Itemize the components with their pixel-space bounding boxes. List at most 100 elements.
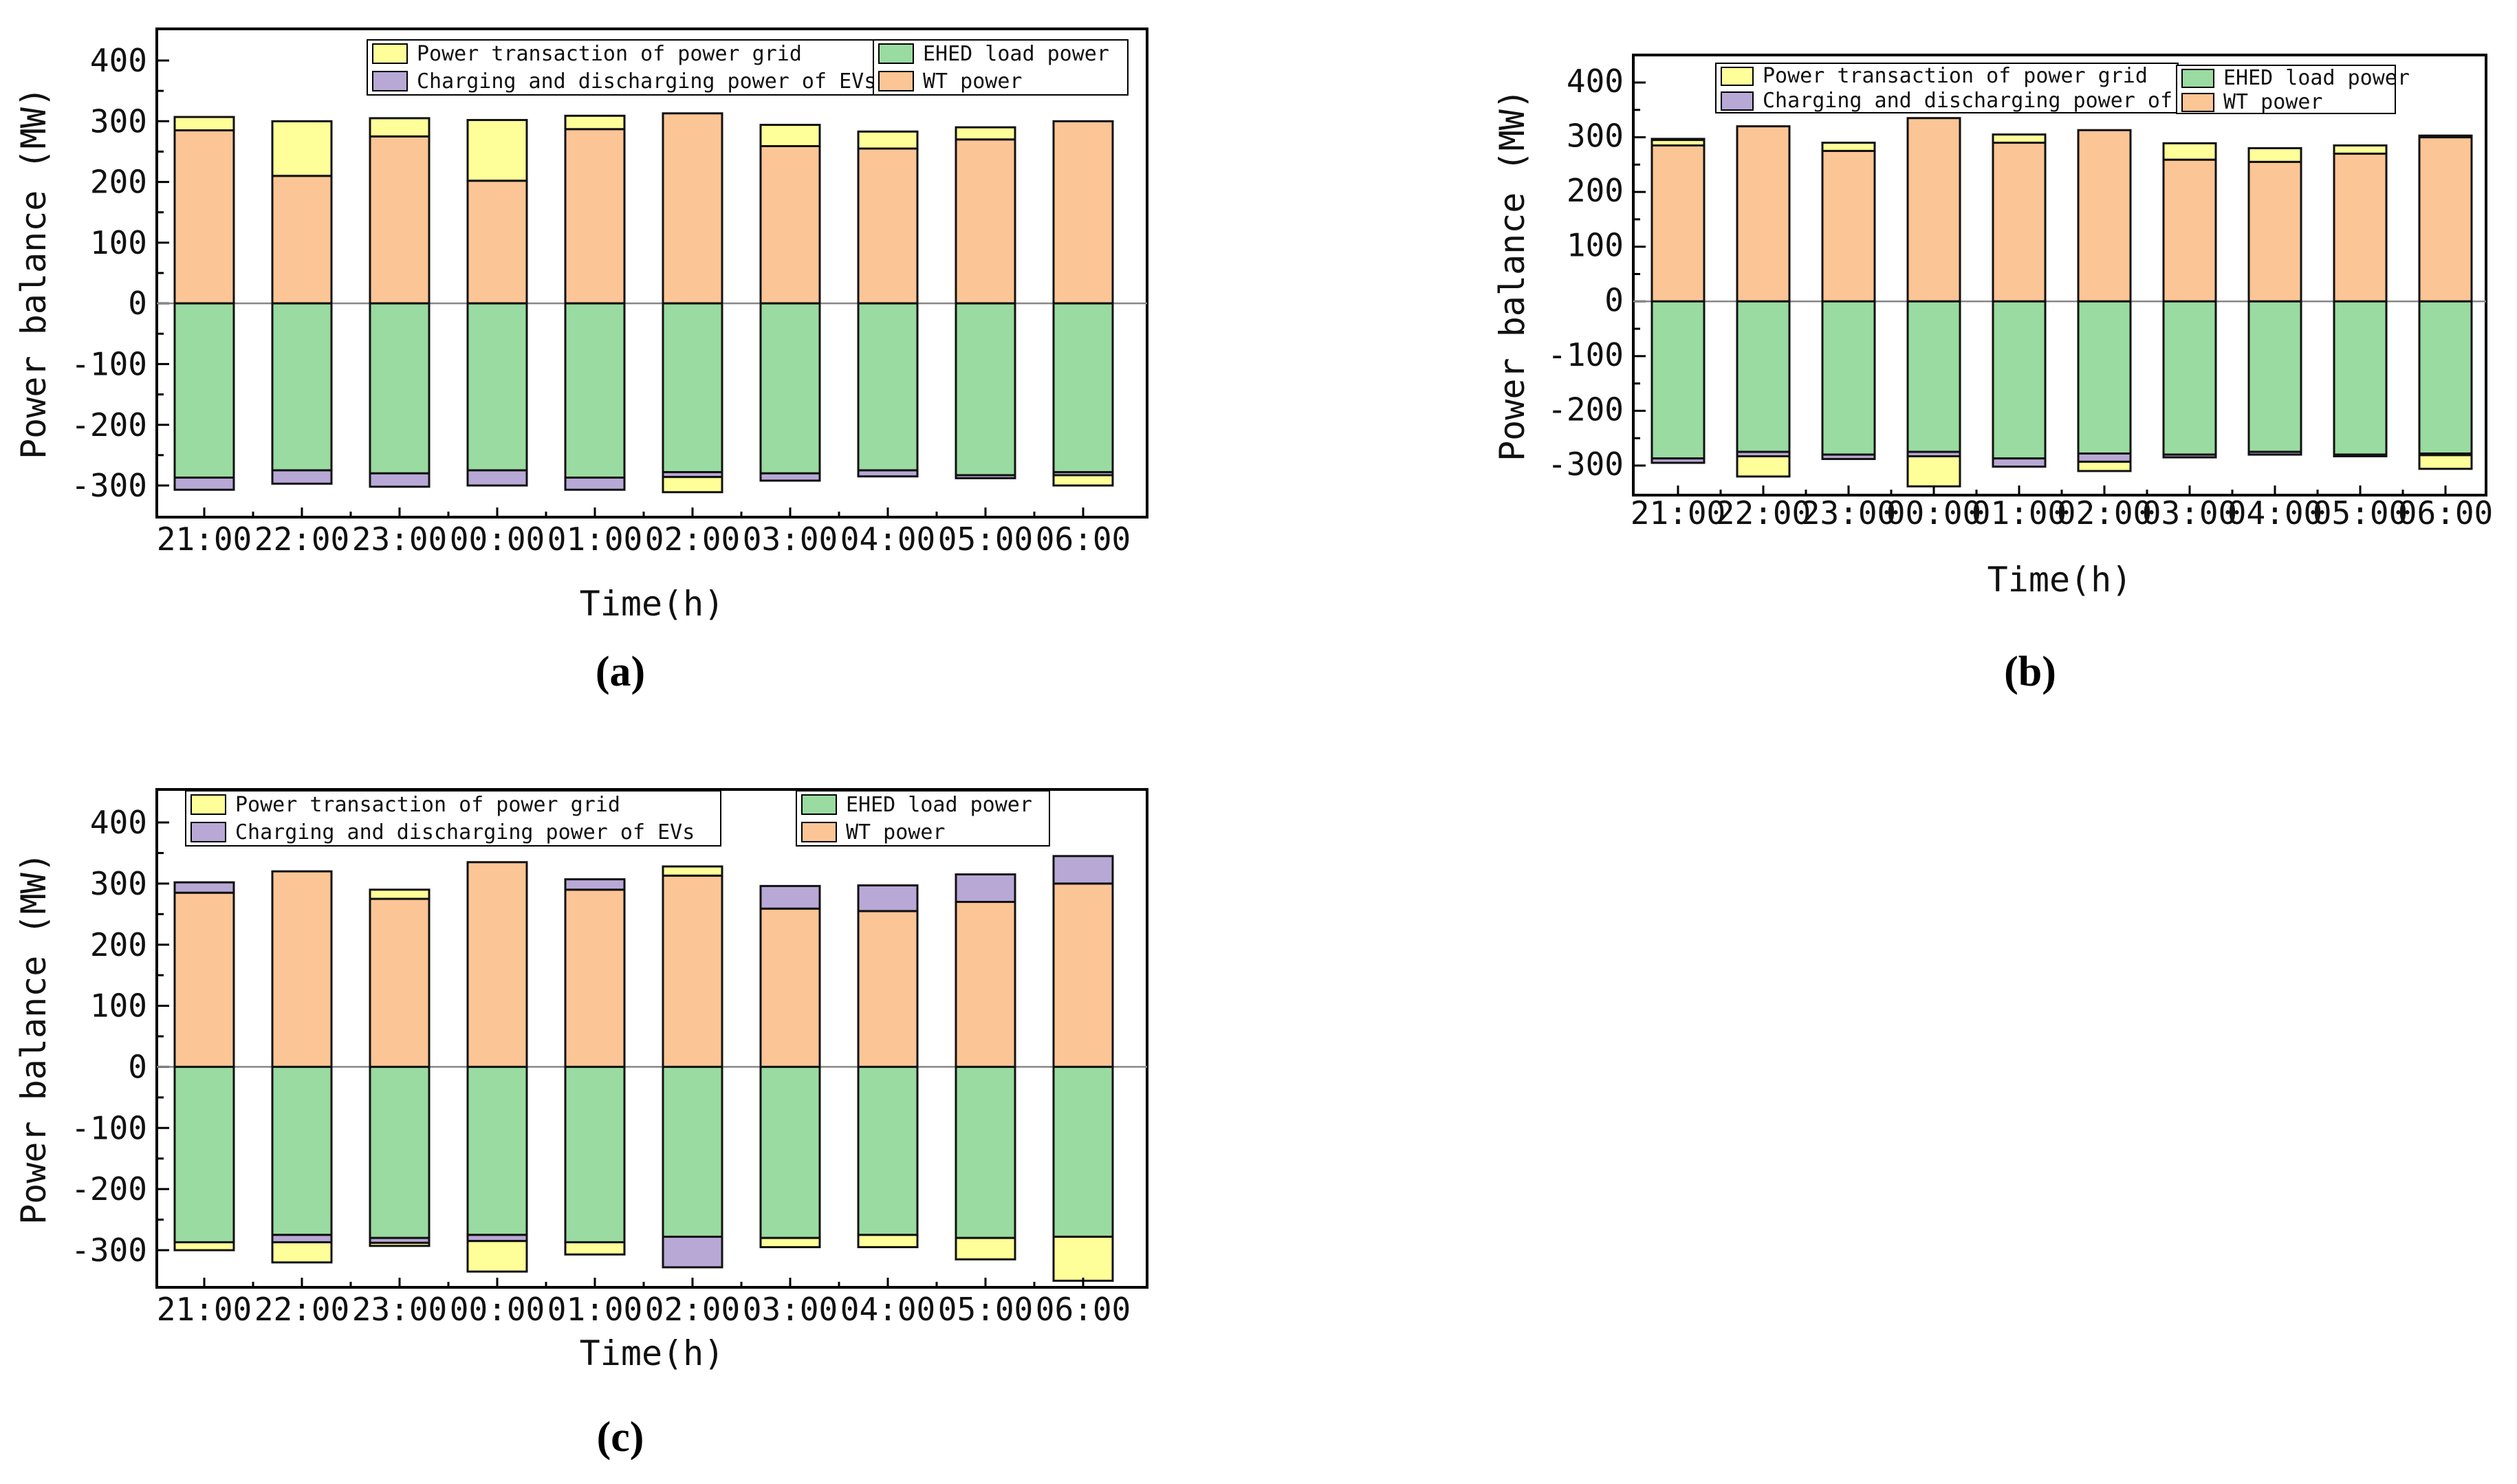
bar-segment-grid [369,1241,431,1247]
y-tick-label: 400 [1567,63,1624,100]
bar-segment-wt [759,144,821,305]
x-tick-label: 23:00 [352,1291,447,1328]
x-axis-title: Time(h) [1987,560,2133,600]
legend-box-left [185,790,721,847]
y-tick-label: -200 [71,1170,147,1208]
y-tick-label: -100 [71,346,147,383]
bar-segment-load [2418,300,2473,455]
x-tick-label: 01:00 [1972,494,2067,532]
plot-area-frame [155,788,1148,1289]
bar-segment-grid [955,1236,1016,1261]
legend-swatch-ev [190,822,226,842]
bar-segment-ev [759,884,821,910]
legend-swatch-ev [1721,91,1754,111]
bar-segment-ev [271,469,333,485]
chart-a-svg: -300 -200 -100 0 100 200 300 400 21:00 22:00 23:00… [14,28,1148,624]
bar-segment-wt [271,175,333,305]
bar-segment-load [662,302,723,474]
bar-segment-wt [759,907,821,1068]
bar-segment-wt [2162,158,2217,303]
legend-label-load: EHED load power [2223,66,2410,90]
bar-segment-load [759,302,821,474]
bar-segment-load [1650,300,1706,460]
bar-segment-wt [2077,129,2132,303]
x-tick-label: 03:00 [2142,494,2237,532]
bar-segment-load [1052,302,1114,474]
bar-segment-grid [759,1236,821,1249]
x-tick-label: 03:00 [743,521,838,558]
bar-segment-load [466,1065,528,1236]
bar-segment-grid [662,476,723,494]
legend-swatch-wt [801,822,837,842]
bar-segment-grid [369,888,431,900]
x-tick-label: 21:00 [157,1291,252,1328]
y-tick-label: 300 [90,102,147,140]
bar-segment-wt [662,112,723,305]
bar-segment-grid [1992,133,2047,144]
y-tick-label: -100 [1547,336,1624,373]
x-tick-label: 00:00 [450,1291,545,1328]
bar-segment-wt [1052,882,1114,1068]
bar-segment-wt [1906,117,1961,303]
legend-swatch-ev [372,71,408,91]
legend-label-load: EHED load power [923,42,1109,66]
x-tick-label: 03:00 [743,1291,838,1328]
bar-segment-grid [2333,144,2388,155]
chart-panel-a: -300 -200 -100 0 100 200 300 400 21:00 22:00 23:00… [0,0,1169,660]
bar-segment-ev [1992,457,2047,468]
x-tick-label: 06:00 [1036,521,1131,558]
bar-segment-load [759,1065,821,1239]
y-tick-label: 0 [128,1049,147,1086]
legend-label-ev: Charging and discharging power of EVs [417,69,876,94]
y-tick-label: 400 [90,42,147,79]
bar-segment-grid [466,1240,528,1273]
bar-segment-grid [2418,454,2473,470]
bar-segment-grid [564,114,626,131]
bar-segment-ev [662,1235,723,1269]
bar-segment-ev [2247,450,2302,456]
legend-swatch-load [801,794,837,815]
bar-segment-grid [955,126,1016,141]
x-tick-label: 23:00 [1801,494,1896,532]
x-tick-label: 06:00 [1036,1291,1131,1328]
bar-segment-grid [857,1234,919,1249]
chart-panel-c: -300 -200 -100 0 100 200 300 400 21:00 22:00 23:00… [0,763,1169,1396]
bar-segment-grid [2162,142,2217,161]
bar-segment-wt [1650,144,1706,303]
bar-segment-load [857,302,919,472]
bar-segment-ev [857,469,919,478]
bar-segment-load [2162,300,2217,456]
bar-segment-wt [955,138,1016,305]
x-tick-label: 00:00 [1886,494,1981,532]
bar-segment-wt [173,891,235,1068]
bar-segment-wt [1052,120,1114,305]
bar-segment-wt [466,179,528,305]
legend-swatch-wt [2181,93,2214,112]
y-tick-label: 100 [1567,227,1624,264]
x-tick-label: 04:00 [840,1291,935,1328]
bar-segment-ev [2162,453,2217,459]
y-tick-label: 100 [90,224,147,261]
x-tick-label: 21:00 [157,521,252,558]
bar-segment-wt [2247,160,2302,303]
x-tick-label: 05:00 [938,521,1033,558]
y-axis-title: Power balance (MW) [1492,89,1532,461]
bar-segment-ev [2333,453,2388,457]
y-tick-label: -300 [71,467,147,504]
bar-segment-wt [1821,149,1876,303]
bar-segment-wt [564,888,626,1068]
x-tick-label: 06:00 [2398,494,2493,532]
legend-box-right [796,790,1050,847]
bar-segment-ev [1650,457,1706,464]
bar-segment-load [2247,300,2302,453]
legend-swatch-wt [878,71,914,91]
bar-segment-wt [1992,142,2047,303]
legend-label-grid: Power transaction of power grid [417,42,802,66]
bar-segment-load [1821,300,1876,456]
bar-segment-grid [173,116,235,132]
bar-segment-ev [564,878,626,891]
legend-swatch-grid [372,43,408,64]
bar-segment-wt [466,861,528,1068]
y-tick-label: 200 [1567,172,1624,209]
legend-swatch-load [2181,69,2214,88]
